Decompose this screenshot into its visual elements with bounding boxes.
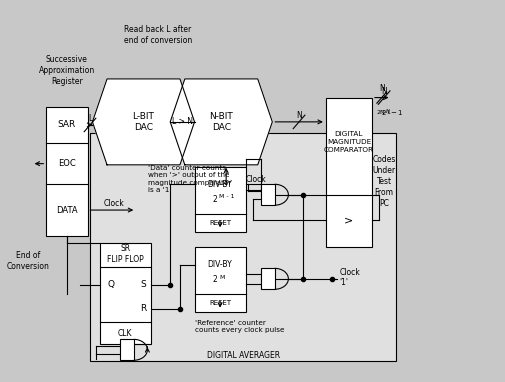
Text: Clock: Clock: [339, 267, 360, 277]
Text: N: N: [296, 111, 302, 120]
Bar: [46, 107, 87, 236]
Text: DIV-BY: DIV-BY: [208, 180, 232, 189]
Text: Successive
Approximation
Register: Successive Approximation Register: [39, 55, 95, 86]
Text: RESET: RESET: [209, 300, 231, 306]
Polygon shape: [261, 184, 275, 205]
Text: '1': '1': [339, 278, 348, 287]
Text: 2: 2: [213, 275, 218, 284]
Text: Codes
Under
Test
From
PC: Codes Under Test From PC: [373, 155, 396, 208]
Polygon shape: [120, 339, 134, 360]
Text: CLK: CLK: [118, 329, 132, 338]
Bar: [194, 247, 245, 312]
Text: DIGITAL
MAGNITUDE
COMPARATOR: DIGITAL MAGNITUDE COMPARATOR: [324, 131, 374, 154]
Text: M: M: [219, 275, 224, 280]
Text: SR
FLIP FLOP: SR FLIP FLOP: [107, 244, 143, 264]
Text: SAR: SAR: [58, 120, 76, 129]
Polygon shape: [261, 268, 275, 289]
Text: RESET: RESET: [209, 220, 231, 226]
Text: N-BIT
DAC: N-BIT DAC: [210, 112, 233, 132]
Text: >: >: [344, 215, 354, 225]
Bar: [326, 97, 372, 247]
Text: End of
Conversion: End of Conversion: [7, 251, 49, 271]
Text: S: S: [140, 280, 146, 289]
Text: 2N-1: 2N-1: [377, 110, 391, 115]
Text: Clock: Clock: [245, 175, 266, 184]
Text: Read back L after
end of conversion: Read back L after end of conversion: [124, 25, 192, 45]
Text: Q: Q: [107, 280, 114, 289]
Text: DIV-BY: DIV-BY: [208, 260, 232, 269]
Text: L-BIT
DAC: L-BIT DAC: [132, 112, 155, 132]
Text: DIGITAL AVERAGER: DIGITAL AVERAGER: [207, 351, 280, 360]
Text: M - 1: M - 1: [219, 194, 235, 199]
Text: 2: 2: [213, 195, 218, 204]
Text: EOC: EOC: [58, 159, 76, 168]
Bar: [99, 243, 151, 344]
Text: DATA: DATA: [56, 206, 78, 215]
Text: N: N: [381, 87, 387, 97]
Text: R: R: [140, 304, 146, 313]
Text: 'Data' counter counts
when '>' output of the
magnitude comparator
is a '1': 'Data' counter counts when '>' output of…: [148, 165, 232, 193]
Text: 'Reference' counter
counts every clock pulse: 'Reference' counter counts every clock p…: [194, 320, 284, 333]
Bar: [194, 167, 245, 232]
Bar: [90, 133, 396, 361]
Text: $2^{N}-1$: $2^{N}-1$: [381, 108, 403, 119]
Text: L: L: [88, 114, 92, 123]
Polygon shape: [170, 79, 272, 165]
Text: Clock: Clock: [104, 199, 125, 208]
Text: L > N: L > N: [172, 117, 193, 126]
Text: N: N: [379, 84, 385, 93]
Polygon shape: [92, 79, 194, 165]
